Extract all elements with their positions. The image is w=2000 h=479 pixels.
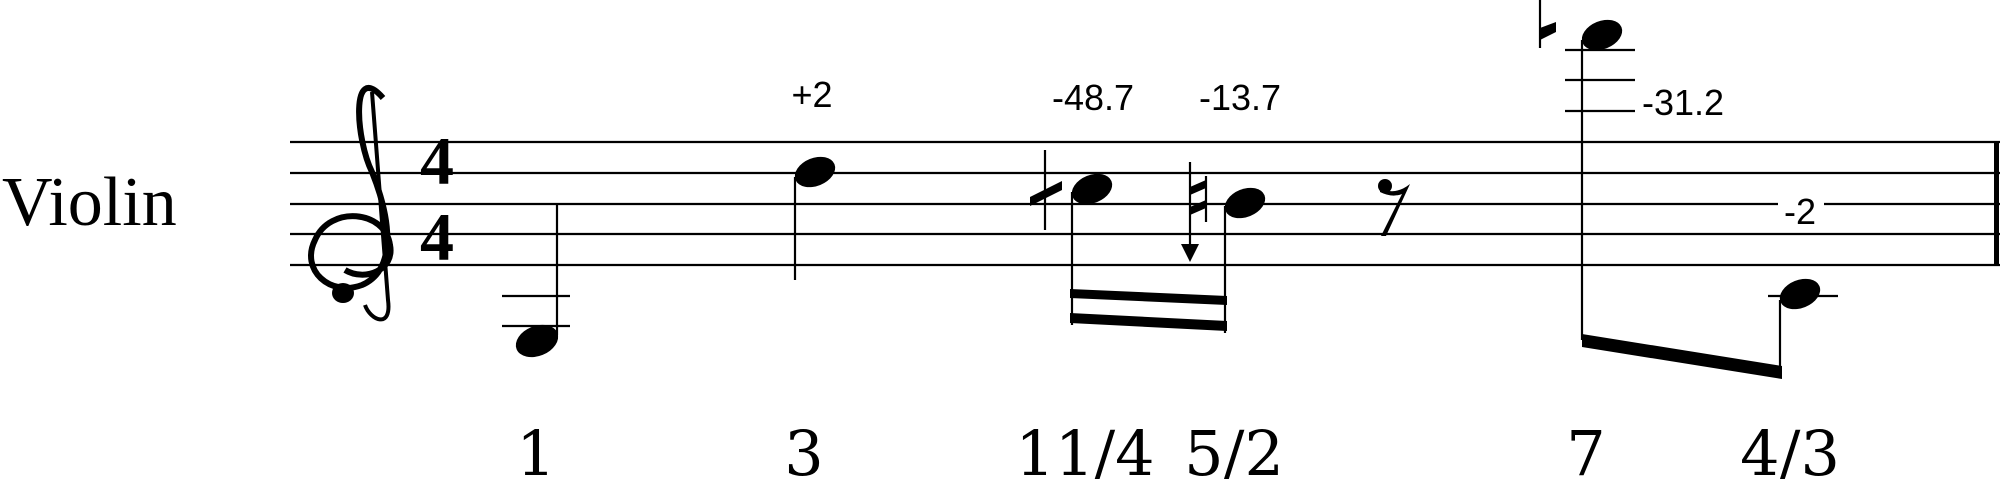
final-barline bbox=[1994, 142, 1999, 265]
cents-label: +2 bbox=[791, 74, 832, 115]
natural-arrow-down-icon bbox=[1181, 162, 1208, 262]
time-signature-numerator: 4 bbox=[420, 123, 454, 199]
notehead bbox=[1779, 278, 1821, 310]
cents-label: -2 bbox=[1784, 191, 1816, 232]
quarter-tone-accidental-icon bbox=[1030, 150, 1062, 230]
ratio-label: 11/4 bbox=[1015, 417, 1154, 479]
ratio-label: 1 bbox=[516, 417, 555, 479]
notehead bbox=[1071, 173, 1113, 205]
instrument-name: Violin bbox=[2, 164, 177, 241]
arrow-flag-accidental-icon bbox=[1538, 0, 1556, 48]
treble-clef-icon bbox=[308, 85, 394, 322]
cents-label: -13.7 bbox=[1199, 77, 1281, 118]
note-6 bbox=[1768, 278, 1838, 378]
notehead bbox=[1581, 19, 1623, 51]
ratio-label: 7 bbox=[1566, 417, 1605, 479]
notehead bbox=[794, 156, 836, 188]
sixteenth-beam bbox=[1070, 289, 1227, 331]
notehead bbox=[1224, 187, 1266, 219]
time-signature-denominator: 4 bbox=[420, 199, 454, 275]
note-3 bbox=[1070, 173, 1113, 325]
staff bbox=[290, 140, 2000, 267]
note-4 bbox=[1223, 187, 1266, 333]
note-2 bbox=[793, 156, 836, 280]
cents-label: -31.2 bbox=[1642, 82, 1724, 123]
ratio-label: 4/3 bbox=[1740, 417, 1840, 479]
eighth-rest-icon bbox=[1378, 179, 1410, 236]
note-5 bbox=[1565, 19, 1635, 340]
eighth-beam bbox=[1582, 334, 1782, 379]
cents-label: -48.7 bbox=[1052, 77, 1134, 118]
notehead bbox=[515, 324, 559, 358]
ratio-label: 5/2 bbox=[1184, 417, 1284, 479]
note-1 bbox=[502, 204, 570, 358]
cents-label-background bbox=[1778, 188, 1824, 230]
ratio-label: 3 bbox=[784, 417, 823, 479]
